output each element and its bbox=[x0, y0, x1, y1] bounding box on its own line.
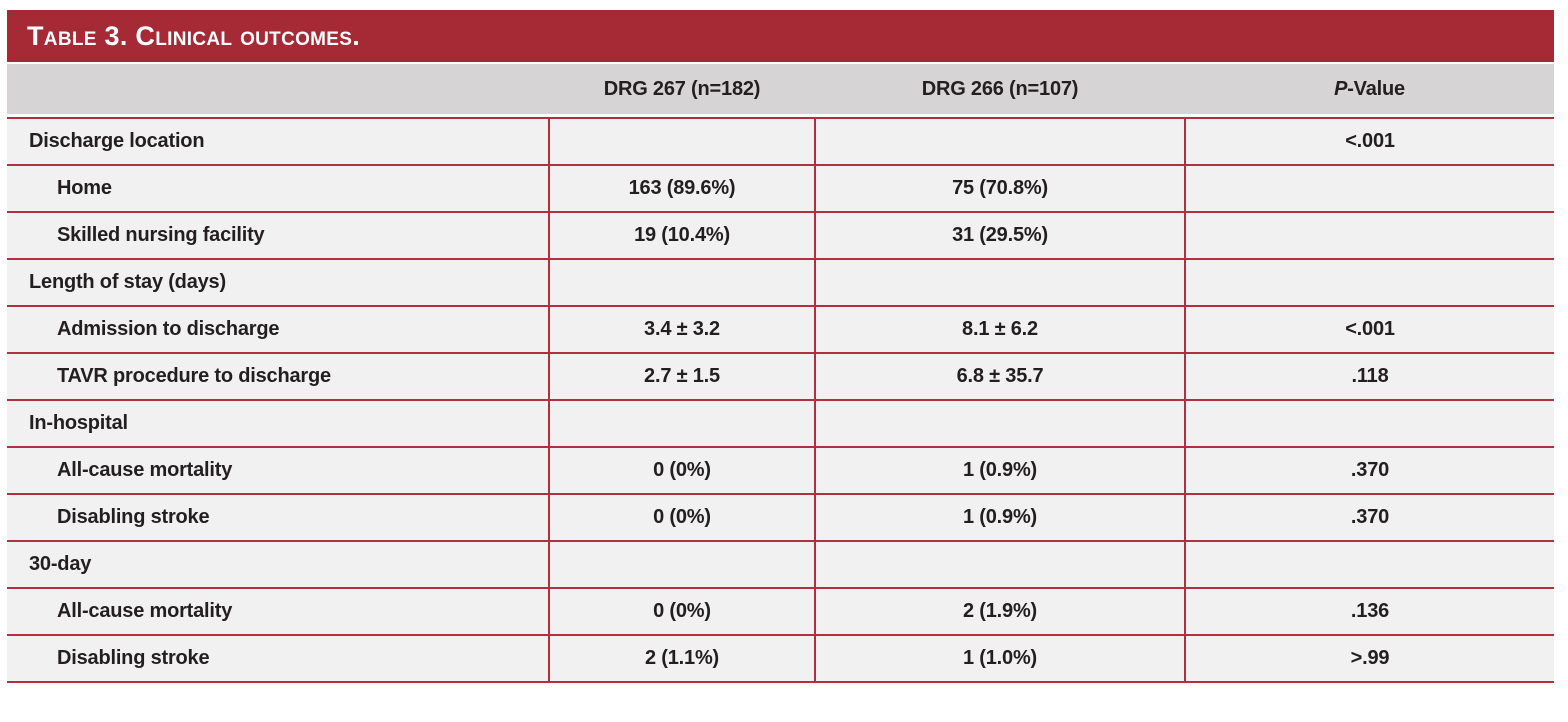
cell-drg266 bbox=[814, 258, 1185, 306]
cell-pvalue: <.001 bbox=[1184, 117, 1554, 165]
table-row-inhospital-disabling-stroke: Disabling stroke 0 (0%) 1 (0.9%) .370 bbox=[7, 493, 1554, 541]
cell-drg267: 163 (89.6%) bbox=[548, 164, 815, 212]
column-header-drg266: DRG 266 (n=107) bbox=[921, 77, 1079, 100]
row-label: TAVR procedure to discharge bbox=[7, 352, 549, 400]
row-label: Admission to discharge bbox=[7, 305, 549, 353]
table-title: Table 3. Clinical outcomes. bbox=[27, 20, 361, 51]
table-row-discharge-location: Discharge location <.001 bbox=[7, 117, 1554, 165]
column-header-row: DRG 267 (n=182) DRG 266 (n=107) P-Value bbox=[7, 64, 1554, 114]
cell-drg266 bbox=[814, 117, 1185, 165]
row-label: Length of stay (days) bbox=[7, 258, 549, 306]
cell-drg267 bbox=[548, 117, 815, 165]
row-label: Discharge location bbox=[7, 117, 549, 165]
cell-drg267: 3.4 ± 3.2 bbox=[548, 305, 815, 353]
column-header-pvalue: P-Value bbox=[1185, 78, 1554, 101]
column-header-drg267: DRG 267 (n=182) bbox=[603, 77, 761, 100]
table-row-30day-disabling-stroke: Disabling stroke 2 (1.1%) 1 (1.0%) >.99 bbox=[7, 634, 1554, 683]
cell-drg267 bbox=[548, 258, 815, 306]
table-row-skilled-nursing-facility: Skilled nursing facility 19 (10.4%) 31 (… bbox=[7, 211, 1554, 259]
table-row-in-hospital: In-hospital bbox=[7, 399, 1554, 447]
cell-drg267: 2 (1.1%) bbox=[548, 634, 815, 683]
row-label: Home bbox=[7, 164, 549, 212]
row-label: Disabling stroke bbox=[7, 493, 549, 541]
cell-pvalue: >.99 bbox=[1184, 634, 1554, 683]
row-label: Disabling stroke bbox=[7, 634, 549, 683]
cell-drg266: 75 (70.8%) bbox=[814, 164, 1185, 212]
cell-drg266: 2 (1.9%) bbox=[814, 587, 1185, 635]
cell-drg266 bbox=[814, 540, 1185, 588]
table-row-inhospital-all-cause-mortality: All-cause mortality 0 (0%) 1 (0.9%) .370 bbox=[7, 446, 1554, 494]
cell-pvalue bbox=[1184, 211, 1554, 259]
table-row-home: Home 163 (89.6%) 75 (70.8%) bbox=[7, 164, 1554, 212]
cell-pvalue: .370 bbox=[1184, 493, 1554, 541]
table-body: Discharge location <.001 Home 163 (89.6%… bbox=[7, 117, 1554, 683]
table-row-30-day: 30-day bbox=[7, 540, 1554, 588]
cell-drg267 bbox=[548, 540, 815, 588]
cell-drg267: 0 (0%) bbox=[548, 587, 815, 635]
cell-drg266: 1 (0.9%) bbox=[814, 493, 1185, 541]
table-row-admission-to-discharge: Admission to discharge 3.4 ± 3.2 8.1 ± 6… bbox=[7, 305, 1554, 353]
table-title-bar: Table 3. Clinical outcomes. bbox=[7, 10, 1554, 62]
row-label: 30-day bbox=[7, 540, 549, 588]
table-row-30day-all-cause-mortality: All-cause mortality 0 (0%) 2 (1.9%) .136 bbox=[7, 587, 1554, 635]
row-label: All-cause mortality bbox=[7, 587, 549, 635]
cell-drg267: 0 (0%) bbox=[548, 493, 815, 541]
table-row-length-of-stay: Length of stay (days) bbox=[7, 258, 1554, 306]
cell-drg267: 19 (10.4%) bbox=[548, 211, 815, 259]
row-label: Skilled nursing facility bbox=[7, 211, 549, 259]
clinical-outcomes-table: Table 3. Clinical outcomes. DRG 267 (n=1… bbox=[7, 10, 1554, 683]
cell-drg267: 0 (0%) bbox=[548, 446, 815, 494]
cell-drg266: 1 (0.9%) bbox=[814, 446, 1185, 494]
cell-drg266: 31 (29.5%) bbox=[814, 211, 1185, 259]
cell-drg266: 8.1 ± 6.2 bbox=[814, 305, 1185, 353]
cell-pvalue: .370 bbox=[1184, 446, 1554, 494]
cell-drg266: 6.8 ± 35.7 bbox=[814, 352, 1185, 400]
cell-pvalue: .136 bbox=[1184, 587, 1554, 635]
cell-drg266: 1 (1.0%) bbox=[814, 634, 1185, 683]
cell-drg267 bbox=[548, 399, 815, 447]
cell-pvalue bbox=[1184, 164, 1554, 212]
cell-pvalue: <.001 bbox=[1184, 305, 1554, 353]
row-label: All-cause mortality bbox=[7, 446, 549, 494]
cell-pvalue bbox=[1184, 258, 1554, 306]
cell-pvalue bbox=[1184, 399, 1554, 447]
cell-pvalue bbox=[1184, 540, 1554, 588]
row-label: In-hospital bbox=[7, 399, 549, 447]
cell-drg267: 2.7 ± 1.5 bbox=[548, 352, 815, 400]
pvalue-rest: -Value bbox=[1347, 77, 1405, 100]
pvalue-italic-p: P bbox=[1334, 77, 1348, 100]
cell-pvalue: .118 bbox=[1184, 352, 1554, 400]
table-row-tavr-procedure-to-discharge: TAVR procedure to discharge 2.7 ± 1.5 6.… bbox=[7, 352, 1554, 400]
cell-drg266 bbox=[814, 399, 1185, 447]
